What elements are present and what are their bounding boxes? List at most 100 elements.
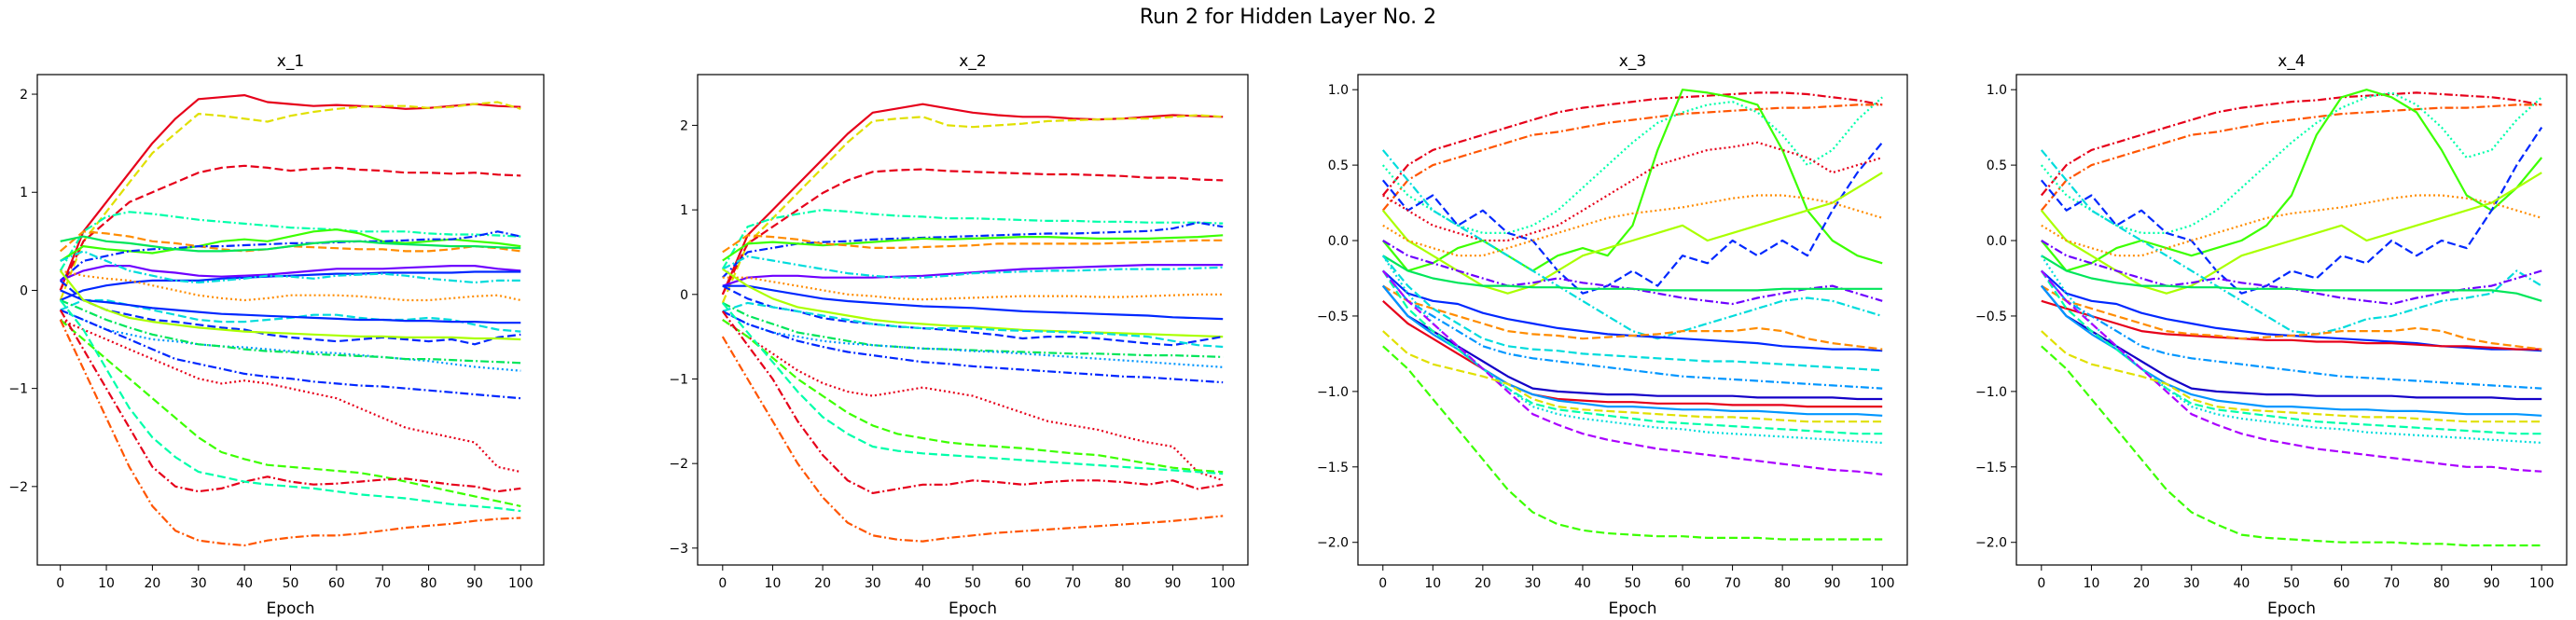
- series-line-13: [1382, 284, 1883, 351]
- series-line-22: [1382, 330, 1883, 423]
- series-line-5: [722, 221, 1224, 279]
- series-line-22: [59, 309, 521, 493]
- series-line-15: [2040, 284, 2542, 401]
- x-tick-label: 0: [56, 576, 64, 591]
- subplot-x_3: 0 10 20 30 40 50 60 70 80 90 100 −2.0 −1.5 −1.0 −0.5 0.…: [1317, 52, 1908, 618]
- series-group: [1381, 89, 1884, 541]
- y-tick-label: −1.5: [1317, 461, 1349, 475]
- series-line-22: [721, 336, 1224, 543]
- x-tick-label: 60: [2334, 576, 2350, 591]
- x-tick-label: 70: [2383, 576, 2400, 591]
- series-line-8: [1382, 194, 1883, 257]
- series-line-15: [722, 301, 1224, 358]
- series-line-24: [59, 319, 521, 547]
- series-line-15: [59, 280, 521, 346]
- series-line-6: [722, 234, 1224, 262]
- series-line-18: [722, 319, 1224, 482]
- x-tick-label: 60: [328, 576, 345, 591]
- series-line-20: [721, 310, 1224, 495]
- series-line-20: [60, 318, 521, 474]
- y-tick-label: −1.0: [1975, 385, 2007, 400]
- x-tick-label: 80: [1115, 576, 1131, 591]
- y-tick-label: −2.0: [1975, 536, 2007, 551]
- x-tick-label: 40: [236, 576, 253, 591]
- series-line-4: [721, 209, 1224, 270]
- series-line-12: [2041, 299, 2542, 351]
- series-line-14: [2040, 269, 2542, 390]
- subplot-x_2: 0 10 20 30 40 50 60 70 80 90 100 −3 −2 −1 0 1 2 x_2 Epoch: [669, 52, 1249, 618]
- series-line-7: [59, 230, 521, 282]
- series-line-18: [1381, 284, 1883, 417]
- y-tick-label: 0: [680, 288, 688, 303]
- plot-area: [1358, 75, 1907, 565]
- x-tick-label: 30: [865, 576, 881, 591]
- series-line-17: [2040, 269, 2542, 435]
- y-tick-label: −1.5: [1975, 461, 2007, 475]
- y-tick-label: 0.0: [1987, 234, 2007, 249]
- series-line-3: [1381, 89, 1883, 272]
- x-tick-label: 30: [2183, 576, 2200, 591]
- x-tick-label: 80: [421, 576, 437, 591]
- x-tick-label: 10: [2084, 576, 2100, 591]
- series-line-19: [60, 309, 521, 400]
- series-line-6: [2040, 172, 2542, 295]
- series-line-10: [722, 276, 1224, 301]
- x-tick-label: 20: [144, 576, 160, 591]
- series-line-11: [722, 284, 1224, 321]
- series-line-23: [59, 299, 521, 513]
- x-tick-label: 30: [190, 576, 207, 591]
- series-line-3: [59, 164, 521, 291]
- y-tick-label: 0.0: [1328, 234, 1349, 249]
- series-line-21: [2041, 345, 2542, 547]
- x-tick-label: 20: [1475, 576, 1491, 591]
- x-tick-label: 0: [2037, 576, 2045, 591]
- series-line-1: [721, 103, 1224, 296]
- y-tick-label: 2: [20, 88, 28, 103]
- series-line-19: [2040, 269, 2542, 473]
- subplot-title: x_1: [277, 52, 304, 71]
- series-line-12: [722, 268, 1224, 338]
- series-group: [721, 103, 1224, 543]
- series-line-23: [1382, 345, 1883, 541]
- x-tick-label: 0: [718, 576, 727, 591]
- y-tick-label: −2.0: [1317, 536, 1349, 551]
- subplot-x_1: 0 10 20 30 40 50 60 70 80 90 100 −2 −1 0 1 2 x_1 Epoch: [8, 52, 545, 618]
- series-group: [59, 93, 521, 547]
- series-line-7: [722, 234, 1224, 254]
- y-tick-label: −2: [669, 457, 688, 472]
- y-tick-label: −0.5: [1975, 310, 2007, 324]
- series-line-11: [1382, 255, 1883, 292]
- x-tick-label: 70: [1064, 576, 1081, 591]
- plot-area: [698, 75, 1248, 565]
- x-tick-label: 70: [1724, 576, 1741, 591]
- series-line-19: [722, 319, 1224, 474]
- series-line-8: [60, 235, 521, 253]
- y-tick-label: 1.0: [1328, 83, 1349, 98]
- series-line-8: [2040, 149, 2542, 336]
- x-tick-label: 40: [914, 576, 931, 591]
- series-line-10: [2041, 255, 2542, 302]
- x-axis-label: Epoch: [949, 599, 997, 618]
- subplot-title: x_2: [959, 52, 986, 71]
- y-tick-label: 0.5: [1328, 158, 1349, 173]
- x-axis-label: Epoch: [266, 599, 314, 618]
- series-line-17: [1382, 299, 1883, 408]
- series-line-9: [722, 255, 1224, 279]
- x-tick-label: 90: [2484, 576, 2500, 591]
- y-tick-label: −1.0: [1317, 385, 1349, 400]
- series-group: [2040, 89, 2543, 547]
- series-line-2: [1381, 103, 1883, 212]
- x-tick-label: 20: [814, 576, 831, 591]
- x-tick-label: 100: [1870, 576, 1895, 591]
- series-line-7: [1381, 172, 1883, 295]
- x-tick-label: 100: [1211, 576, 1236, 591]
- series-line-9: [60, 265, 521, 282]
- x-tick-label: 10: [765, 576, 782, 591]
- series-line-1: [2040, 91, 2542, 197]
- series-line-21: [721, 302, 1224, 475]
- series-line-2: [721, 114, 1224, 304]
- series-line-21: [1381, 269, 1883, 475]
- series-line-17: [722, 310, 1224, 384]
- y-tick-label: 2: [680, 118, 688, 133]
